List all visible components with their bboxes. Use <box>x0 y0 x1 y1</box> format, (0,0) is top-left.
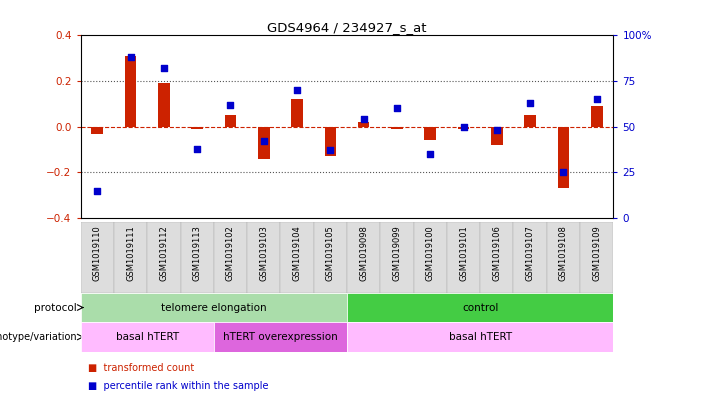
Bar <box>347 322 613 352</box>
Bar <box>158 83 170 127</box>
Bar <box>358 122 369 127</box>
Text: GSM1019100: GSM1019100 <box>426 226 435 281</box>
FancyBboxPatch shape <box>280 222 314 293</box>
Point <box>125 54 136 61</box>
Text: GSM1019099: GSM1019099 <box>393 226 402 281</box>
Bar <box>224 115 236 127</box>
Point <box>258 138 269 145</box>
Point <box>325 147 336 154</box>
Text: protocol: protocol <box>34 303 77 312</box>
Text: GSM1019111: GSM1019111 <box>126 226 135 281</box>
Text: ■  percentile rank within the sample: ■ percentile rank within the sample <box>88 380 268 391</box>
Text: GSM1019104: GSM1019104 <box>292 226 301 281</box>
Bar <box>258 127 270 159</box>
Text: telomere elongation: telomere elongation <box>161 303 266 312</box>
FancyBboxPatch shape <box>414 222 447 293</box>
Bar <box>391 127 403 129</box>
Point <box>292 87 303 94</box>
Bar <box>81 293 347 322</box>
Text: basal hTERT: basal hTERT <box>116 332 179 342</box>
FancyBboxPatch shape <box>247 222 280 293</box>
Bar <box>591 106 603 127</box>
Text: GSM1019106: GSM1019106 <box>492 226 501 281</box>
Text: GSM1019110: GSM1019110 <box>93 226 102 281</box>
Text: GSM1019103: GSM1019103 <box>259 226 268 281</box>
Point <box>191 145 203 152</box>
Text: genotype/variation: genotype/variation <box>0 332 77 342</box>
FancyBboxPatch shape <box>514 222 547 293</box>
Text: GSM1019108: GSM1019108 <box>559 226 568 281</box>
FancyBboxPatch shape <box>447 222 480 293</box>
FancyBboxPatch shape <box>214 222 247 293</box>
Point <box>391 105 402 112</box>
FancyBboxPatch shape <box>147 222 181 293</box>
Bar <box>557 127 569 188</box>
Point <box>558 169 569 176</box>
Text: GSM1019112: GSM1019112 <box>159 226 168 281</box>
Bar <box>325 127 336 156</box>
Text: GSM1019105: GSM1019105 <box>326 226 335 281</box>
Text: ■  transformed count: ■ transformed count <box>88 363 194 373</box>
Bar <box>424 127 436 140</box>
Point <box>425 151 436 157</box>
Bar <box>91 127 103 134</box>
Bar <box>291 99 303 127</box>
Title: GDS4964 / 234927_s_at: GDS4964 / 234927_s_at <box>267 21 427 34</box>
Text: basal hTERT: basal hTERT <box>449 332 512 342</box>
Bar <box>125 56 137 127</box>
FancyBboxPatch shape <box>114 222 147 293</box>
FancyBboxPatch shape <box>347 222 381 293</box>
Text: hTERT overexpression: hTERT overexpression <box>223 332 338 342</box>
Bar <box>347 293 613 322</box>
Text: GSM1019113: GSM1019113 <box>193 226 202 281</box>
FancyBboxPatch shape <box>314 222 347 293</box>
Bar <box>81 322 214 352</box>
Text: GSM1019098: GSM1019098 <box>359 226 368 281</box>
Point <box>458 123 469 130</box>
Bar <box>524 115 536 127</box>
FancyBboxPatch shape <box>580 222 613 293</box>
Text: control: control <box>462 303 498 312</box>
FancyBboxPatch shape <box>547 222 580 293</box>
Point <box>591 96 602 103</box>
Text: GSM1019107: GSM1019107 <box>526 226 535 281</box>
Bar <box>491 127 503 145</box>
FancyBboxPatch shape <box>480 222 514 293</box>
FancyBboxPatch shape <box>181 222 214 293</box>
Bar <box>214 322 347 352</box>
Point <box>225 102 236 108</box>
Bar <box>458 127 470 129</box>
Bar <box>191 127 203 129</box>
Text: GSM1019109: GSM1019109 <box>592 226 601 281</box>
Point <box>358 116 369 123</box>
Point <box>92 187 103 194</box>
FancyBboxPatch shape <box>381 222 414 293</box>
Point <box>491 127 503 134</box>
Point <box>158 65 170 72</box>
Text: GSM1019101: GSM1019101 <box>459 226 468 281</box>
FancyBboxPatch shape <box>81 222 114 293</box>
Text: GSM1019102: GSM1019102 <box>226 226 235 281</box>
Point <box>524 100 536 106</box>
